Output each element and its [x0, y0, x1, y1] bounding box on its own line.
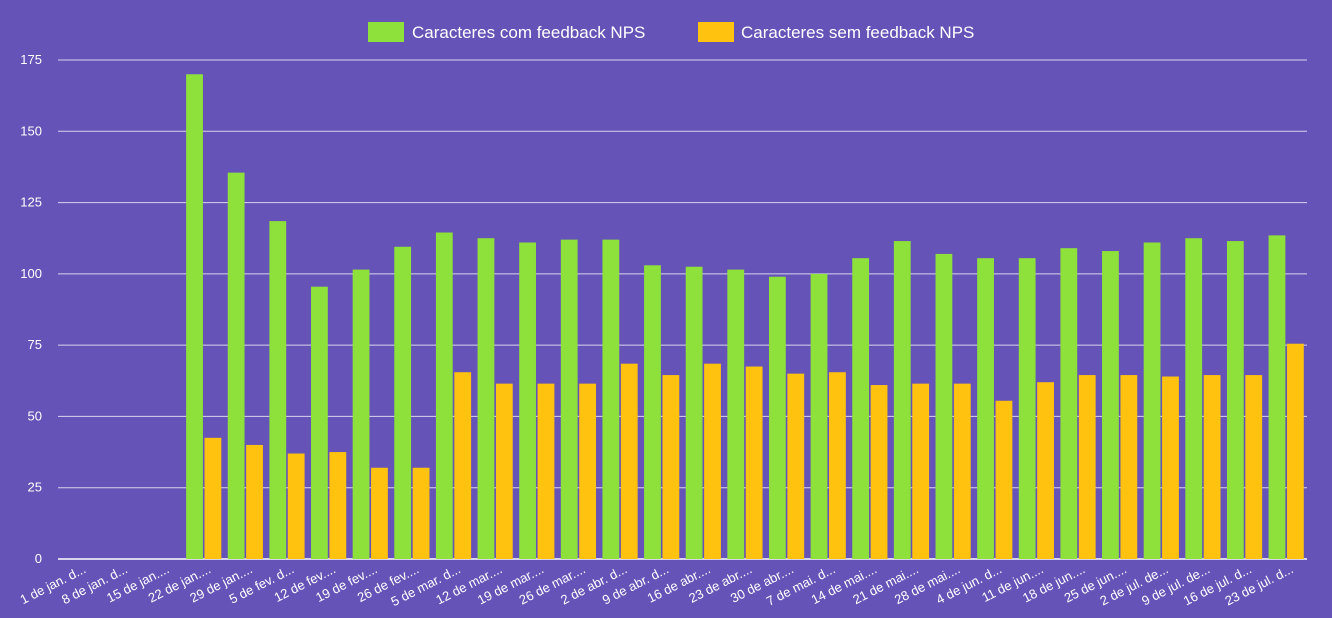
bar-series-1 [977, 258, 994, 559]
bar-series-2 [579, 383, 597, 559]
legend-swatch-series-2 [698, 22, 734, 42]
bar-series-1 [477, 238, 495, 559]
bar-series-2 [1078, 375, 1096, 559]
bar-series-2 [1037, 382, 1054, 559]
y-tick-label: 75 [28, 337, 42, 352]
bar-series-2 [1120, 375, 1138, 559]
bar-series-1 [852, 258, 870, 559]
bar-series-2 [787, 373, 805, 559]
bar-series-1 [1268, 235, 1286, 560]
bar-series-1 [727, 269, 745, 559]
y-tick-label: 150 [20, 123, 42, 138]
legend-label-series-1: Caracteres com feedback NPS [412, 23, 645, 42]
legend: Caracteres com feedback NPS Caracteres s… [368, 22, 974, 42]
legend-swatch-series-1 [368, 22, 404, 42]
bar-series-1 [644, 265, 661, 559]
bar-series-2 [371, 467, 388, 559]
legend-label-series-2: Caracteres sem feedback NPS [741, 23, 974, 42]
bar-series-2 [662, 375, 680, 559]
bar-series-1 [935, 253, 953, 559]
y-tick-label: 100 [20, 266, 42, 281]
bar-series-2 [1162, 376, 1179, 559]
bar-series-1 [685, 266, 703, 559]
bar-series-1 [227, 172, 245, 559]
grid [58, 59, 1307, 560]
bar-series-2 [1286, 343, 1304, 559]
bar-series-1 [602, 239, 620, 559]
bar-series-1 [186, 74, 203, 559]
bars [186, 74, 1304, 560]
bar-series-1 [810, 273, 828, 559]
bar-series-1 [352, 269, 370, 559]
bar-series-2 [1203, 375, 1221, 559]
bar-series-2 [412, 467, 430, 559]
bar-series-1 [1060, 248, 1078, 559]
bar-series-1 [519, 242, 536, 560]
x-axis: 1 de jan. d...8 de jan. d...15 de jan...… [18, 561, 1296, 609]
bar-series-2 [204, 437, 222, 559]
bar-series-2 [704, 363, 721, 559]
y-tick-label: 175 [20, 52, 42, 67]
y-tick-label: 50 [28, 408, 42, 423]
bar-series-1 [1018, 258, 1036, 559]
bar-series-1 [560, 239, 578, 559]
bar-series-2 [537, 383, 555, 559]
bar-series-1 [1185, 238, 1203, 559]
bar-series-1 [1102, 251, 1119, 560]
bar-series-1 [394, 246, 412, 559]
bar-series-2 [454, 372, 472, 559]
bar-series-2 [995, 400, 1013, 559]
bar-series-2 [620, 363, 638, 559]
bar-series-2 [287, 453, 305, 559]
y-tick-label: 125 [20, 195, 42, 210]
bar-series-2 [829, 372, 846, 559]
y-tick-label: 25 [28, 480, 42, 495]
bar-series-1 [768, 276, 786, 559]
bar-series-2 [495, 383, 513, 559]
bar-series-2 [1245, 375, 1263, 559]
bar-series-2 [870, 385, 888, 559]
bar-series-2 [246, 444, 263, 559]
bar-series-1 [893, 241, 911, 559]
bar-series-1 [1226, 241, 1244, 559]
bar-series-2 [329, 452, 347, 559]
y-tick-label: 0 [35, 551, 42, 566]
bar-series-1 [435, 232, 453, 559]
bar-series-1 [1143, 242, 1161, 560]
bar-series-2 [745, 366, 763, 559]
bar-series-1 [311, 286, 328, 559]
bar-series-1 [269, 221, 287, 560]
bar-series-2 [953, 383, 971, 559]
bar-series-2 [912, 383, 930, 559]
y-axis: 0 25 50 75 100 125 150 175 [20, 52, 42, 566]
